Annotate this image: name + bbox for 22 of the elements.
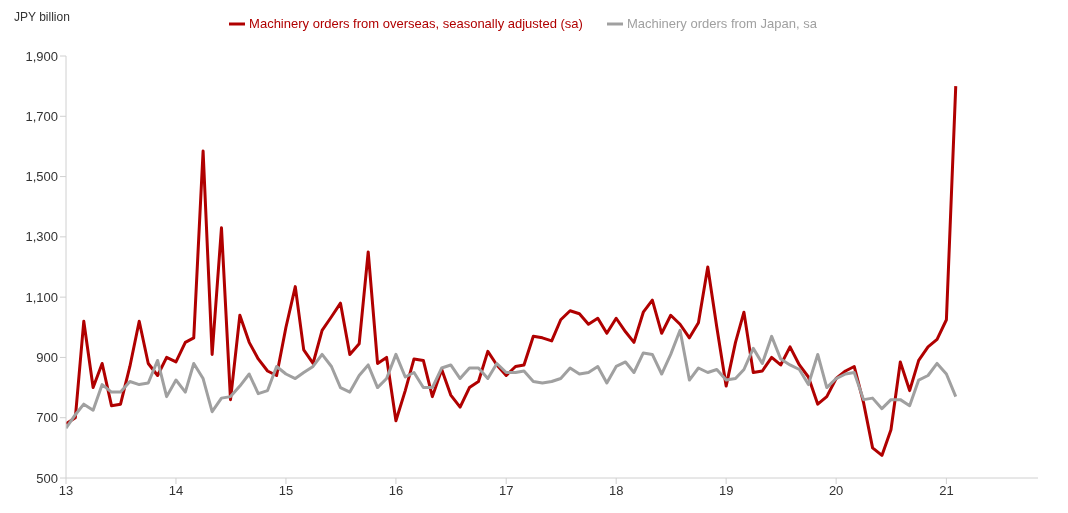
x-tick-label: 15 xyxy=(278,483,294,499)
x-tick-label: 16 xyxy=(388,483,404,499)
y-tick-label: 1,900 xyxy=(25,48,58,64)
x-tick-label: 21 xyxy=(939,483,954,499)
y-tick-label: 500 xyxy=(36,470,58,486)
x-tick-label: 19 xyxy=(718,483,734,499)
legend-label: Machinery orders from overseas, seasonally adjusted (sa) xyxy=(248,16,583,31)
y-tick-label: 1,500 xyxy=(25,169,58,185)
y-axis-title: JPY billion xyxy=(14,10,70,24)
y-tick-label: 1,300 xyxy=(25,229,58,245)
y-tick-label: 900 xyxy=(36,350,58,366)
x-tick-label: 18 xyxy=(608,483,624,499)
x-tick-label: 20 xyxy=(828,483,844,499)
y-tick-label: 1,100 xyxy=(25,289,58,305)
y-tick-label: 700 xyxy=(36,410,58,426)
x-tick-label: 17 xyxy=(498,483,514,499)
line-series xyxy=(66,328,958,430)
legend-label: Machinery orders from Japan, sa xyxy=(625,16,817,31)
y-tick-label: 1,700 xyxy=(25,108,58,124)
line-series xyxy=(66,84,958,457)
x-tick-label: 14 xyxy=(168,483,184,499)
x-tick-label: 13 xyxy=(58,483,74,499)
